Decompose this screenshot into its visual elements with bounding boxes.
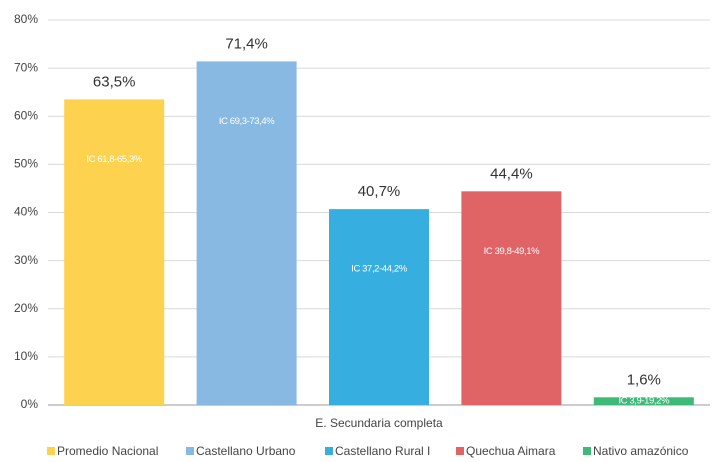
y-tick-label: 70%: [14, 60, 38, 74]
y-tick-label: 80%: [14, 12, 38, 26]
legend-marker: [186, 447, 194, 455]
legend-marker: [47, 447, 55, 455]
ci-label: IC 69,3-73,4%: [219, 116, 275, 127]
bar: [329, 209, 429, 405]
ci-label: IC 37,2-44,2%: [351, 264, 407, 275]
y-tick-label: 0%: [21, 397, 39, 411]
legend-label: Castellano Urbano: [196, 444, 296, 458]
bar: [196, 61, 297, 405]
y-tick-label: 40%: [14, 205, 38, 219]
y-tick-label: 10%: [14, 349, 38, 363]
legend-label: Quechua Aimara: [466, 444, 556, 458]
x-tick-label: E. Secundaria completa: [315, 416, 443, 430]
value-label: 40,7%: [358, 183, 401, 200]
value-label: 1,6%: [627, 371, 661, 388]
bar: [593, 397, 694, 405]
ci-label: IC 39,8-49,1%: [484, 246, 540, 257]
y-tick-label: 20%: [14, 301, 38, 315]
bar: [64, 99, 165, 405]
ci-label: IC 61,8-65,3%: [86, 154, 142, 165]
y-tick-label: 50%: [14, 157, 38, 171]
bar: [461, 191, 562, 405]
legend-marker: [456, 447, 464, 455]
legend-label: Promedio Nacional: [57, 444, 158, 458]
legend-marker: [583, 447, 591, 455]
value-label: 71,4%: [225, 35, 268, 52]
ci-label: IC 3,9-19,2%: [618, 396, 670, 407]
y-tick-label: 60%: [14, 108, 38, 122]
legend-label: Nativo amazónico: [593, 444, 689, 458]
y-tick-label: 30%: [14, 253, 38, 267]
legend-label: Castellano Rural I: [335, 444, 430, 458]
legend-marker: [325, 447, 333, 455]
value-label: 44,4%: [490, 165, 533, 182]
value-label: 63,5%: [93, 73, 136, 90]
